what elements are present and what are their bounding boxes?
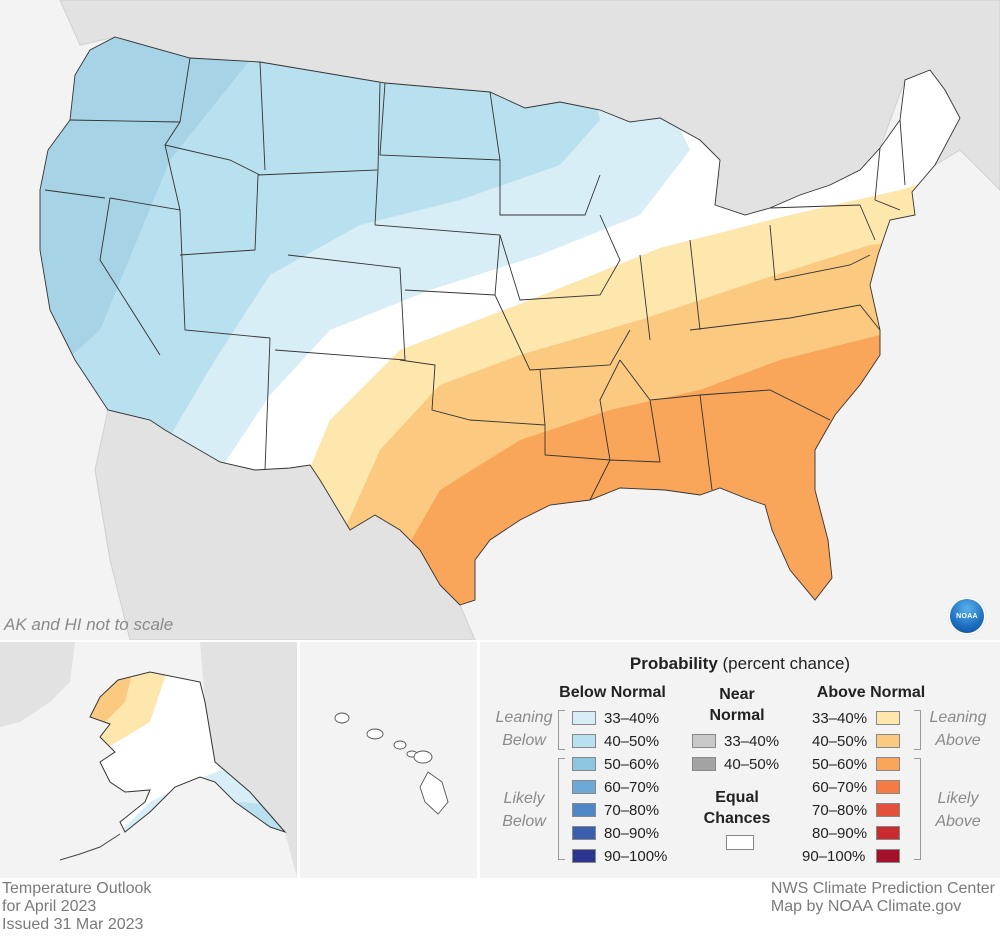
canada-land-ak xyxy=(200,642,297,878)
footer-credit-line1: NWS Climate Prediction Center xyxy=(770,880,995,897)
swatch-below-50-60 xyxy=(572,757,596,771)
label-above-90-100: 90–100% xyxy=(802,847,866,865)
footer-title-line2: for April 2023 xyxy=(2,898,97,915)
legend-row-above-40-50: 40–50% xyxy=(812,731,900,751)
footer-title: Temperature Outlook for April 2023 Issue… xyxy=(2,880,151,934)
label-below-50-60: 50–60% xyxy=(604,755,660,773)
swatch-below-60-70 xyxy=(572,780,596,794)
legend-row-below-80-90: 80–90% xyxy=(572,823,659,843)
legend-row-below-50-60: 50–60% xyxy=(572,754,659,774)
legend-row-below-40-50: 40–50% xyxy=(572,731,659,751)
swatch-below-90-100 xyxy=(572,849,596,863)
scale-note: AK and HI not to scale xyxy=(4,615,174,634)
swatch-above-40-50 xyxy=(876,734,900,748)
leaning-above-bracket xyxy=(914,710,921,750)
likely-below-label: Likely Below xyxy=(502,790,546,830)
footer-title-line1: Temperature Outlook xyxy=(2,880,152,897)
leaning-above-label: Leaning Above xyxy=(929,709,987,749)
legend-title-rest: (percent chance) xyxy=(717,654,851,673)
conus-map-svg xyxy=(39,0,1000,640)
near-normal-line1: Near xyxy=(719,686,755,703)
legend-title: Probability (percent chance) xyxy=(480,654,1000,674)
above-normal-header: Above Normal xyxy=(816,684,926,701)
ak-band-above-40-50 xyxy=(90,672,135,737)
footer-credit: NWS Climate Prediction Center Map by NOA… xyxy=(771,880,995,916)
legend-row-below-33-40: 33–40% xyxy=(572,708,659,728)
swatch-equal-chances xyxy=(726,835,754,850)
legend-row-below-70-80: 70–80% xyxy=(572,800,659,820)
label-above-50-60: 50–60% xyxy=(812,755,868,773)
swatch-below-80-90 xyxy=(572,826,596,840)
russia-land xyxy=(0,642,75,727)
equal-line2: Chances xyxy=(703,810,771,827)
legend-row-below-90-100: 90–100% xyxy=(572,846,667,866)
label-below-60-70: 60–70% xyxy=(604,778,660,796)
legend-row-above-70-80: 70–80% xyxy=(812,800,900,820)
leaning-below-label: Leaning Below xyxy=(495,709,553,749)
noaa-logo-text: NOAA xyxy=(956,612,978,620)
label-below-70-80: 70–80% xyxy=(604,801,660,819)
legend-row-near-33-40: 33–40% xyxy=(692,731,779,751)
label-below-40-50: 40–50% xyxy=(604,732,660,750)
legend-row-above-33-40: 33–40% xyxy=(812,708,900,728)
swatch-above-80-90 xyxy=(876,826,900,840)
likely-above-label: Likely Above xyxy=(935,790,981,830)
swatch-near-33-40 xyxy=(692,734,716,748)
label-below-80-90: 80–90% xyxy=(604,824,660,842)
near-normal-header: Near Normal xyxy=(692,684,782,726)
label-above-70-80: 70–80% xyxy=(812,801,868,819)
swatch-near-40-50 xyxy=(692,757,716,771)
legend-row-above-50-60: 50–60% xyxy=(812,754,900,774)
hawaii-islands xyxy=(334,712,449,815)
label-below-33-40: 33–40% xyxy=(604,709,660,727)
footer-credit-line2: Map by NOAA Climate.gov xyxy=(770,898,962,915)
legend-row-near-40-50: 40–50% xyxy=(692,754,779,774)
swatch-above-70-80 xyxy=(876,803,900,817)
equal-line1: Equal xyxy=(715,789,759,806)
footer-issued: Issued 31 Mar 2023 xyxy=(2,916,144,933)
legend: Probability (percent chance) Below Norma… xyxy=(480,642,1000,878)
aleutian-islands xyxy=(59,833,121,861)
alaska-inset xyxy=(0,642,297,878)
near-normal-line2: Normal xyxy=(709,707,765,724)
label-near-40-50: 40–50% xyxy=(724,755,780,773)
likely-above-bracket xyxy=(914,758,921,860)
label-above-80-90: 80–90% xyxy=(812,824,868,842)
legend-row-above-80-90: 80–90% xyxy=(812,823,900,843)
swatch-above-50-60 xyxy=(876,757,900,771)
swatch-below-70-80 xyxy=(572,803,596,817)
label-above-60-70: 60–70% xyxy=(812,778,868,796)
likely-below-bracket xyxy=(558,758,565,860)
swatch-above-33-40 xyxy=(876,711,900,725)
legend-row-below-60-70: 60–70% xyxy=(572,777,659,797)
legend-title-bold: Probability xyxy=(629,654,718,673)
label-above-33-40: 33–40% xyxy=(812,709,868,727)
swatch-below-40-50 xyxy=(572,734,596,748)
conus-map xyxy=(0,0,1000,640)
noaa-logo: NOAA xyxy=(948,597,986,635)
label-near-33-40: 33–40% xyxy=(724,732,780,750)
leaning-below-bracket xyxy=(558,710,565,750)
alaska-map-svg xyxy=(0,642,297,878)
state-borders xyxy=(39,36,961,606)
label-above-40-50: 40–50% xyxy=(812,732,868,750)
swatch-below-33-40 xyxy=(572,711,596,725)
equal-chances-header: Equal Chances xyxy=(692,787,782,829)
legend-row-above-90-100: 90–100% xyxy=(802,846,900,866)
label-below-90-100: 90–100% xyxy=(604,847,668,865)
swatch-above-60-70 xyxy=(876,780,900,794)
hawaii-inset xyxy=(300,642,477,878)
swatch-above-90-100 xyxy=(876,849,900,863)
legend-row-above-60-70: 60–70% xyxy=(812,777,900,797)
below-normal-header: Below Normal xyxy=(559,684,666,701)
hawaii-map-svg xyxy=(334,712,449,815)
